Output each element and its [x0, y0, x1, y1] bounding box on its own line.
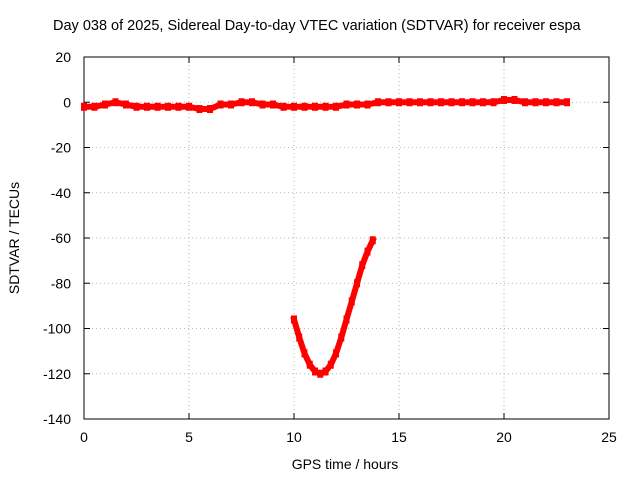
data-point-baseline: [354, 100, 360, 109]
data-point-baseline: [406, 98, 413, 107]
y-tick-label: 20: [55, 49, 71, 65]
data-point-baseline: [280, 102, 287, 111]
data-point-baseline: [532, 98, 539, 107]
data-point-baseline: [123, 100, 129, 109]
x-axis-label: GPS time / hours: [291, 456, 399, 472]
data-point-baseline: [102, 100, 108, 109]
data-point-baseline: [228, 100, 234, 109]
y-tick-label: -60: [51, 230, 71, 246]
data-point-baseline: [480, 98, 486, 107]
data-point-baseline: [144, 102, 150, 111]
x-tick-label: 0: [80, 429, 88, 445]
data-point-baseline: [133, 102, 140, 111]
data-point-baseline: [154, 102, 161, 111]
series-line-dip: [290, 236, 377, 377]
data-point-dip: [333, 349, 339, 358]
data-point-baseline: [196, 105, 203, 114]
data-point-dip: [322, 367, 329, 376]
plot-frame: [83, 56, 610, 420]
data-point-baseline: [448, 98, 455, 107]
y-tick-label: -100: [43, 321, 71, 337]
data-point-baseline: [81, 102, 87, 111]
y-tick-label: -20: [51, 140, 71, 156]
data-point-baseline: [238, 98, 245, 107]
data-point-baseline: [543, 98, 549, 107]
data-point-baseline: [396, 98, 402, 107]
data-point-baseline: [207, 105, 213, 114]
data-point-baseline: [186, 102, 192, 111]
data-point-dip: [348, 297, 355, 306]
data-point-dip: [296, 333, 303, 342]
x-tick-label: 5: [185, 429, 193, 445]
data-point-baseline: [511, 95, 518, 104]
data-point-dip: [291, 315, 297, 324]
y-tick-label: 0: [63, 94, 71, 110]
data-point-baseline: [259, 100, 266, 109]
y-tick-label: -120: [43, 366, 71, 382]
data-point-dip: [343, 315, 350, 324]
data-point-baseline: [301, 102, 308, 111]
data-point-dip: [364, 247, 371, 256]
data-point-baseline: [165, 102, 171, 111]
chart-title-wrap: Day 038 of 2025, Sidereal Day-to-day VTE…: [53, 0, 640, 40]
data-point-baseline: [417, 98, 423, 107]
y-tick-label: -40: [51, 185, 71, 201]
data-point-baseline: [175, 102, 182, 111]
data-point-baseline: [249, 98, 255, 107]
data-point-baseline: [291, 102, 297, 111]
data-point-dip: [327, 360, 334, 369]
data-point-baseline: [385, 98, 392, 107]
x-tick-label: 25: [601, 429, 617, 445]
data-point-dip: [312, 367, 318, 376]
data-point-dip: [317, 369, 324, 378]
x-tick-label: 10: [286, 429, 302, 445]
data-point-baseline: [564, 98, 570, 107]
y-axis-label: SDTVAR / TECUs: [6, 181, 22, 295]
chart-title: Day 038 of 2025, Sidereal Day-to-day VTE…: [53, 18, 581, 34]
data-point-dip: [369, 236, 376, 245]
data-point-baseline: [522, 98, 528, 107]
data-point-baseline: [438, 98, 444, 107]
data-point-dip: [338, 333, 345, 342]
data-point-baseline: [427, 98, 434, 107]
x-tick-label: 15: [391, 429, 407, 445]
data-point-baseline: [91, 102, 98, 111]
data-point-baseline: [375, 98, 381, 107]
data-point-baseline: [217, 100, 224, 109]
data-point-baseline: [322, 102, 329, 111]
data-point-baseline: [270, 100, 276, 109]
data-point-dip: [359, 261, 366, 270]
data-point-dip: [301, 349, 308, 358]
data-point-dip: [354, 279, 360, 288]
data-point-baseline: [112, 98, 119, 107]
data-point-baseline: [553, 98, 560, 107]
data-point-baseline: [490, 98, 497, 107]
data-point-baseline: [364, 100, 371, 109]
data-point-baseline: [312, 102, 318, 111]
data-point-baseline: [459, 98, 465, 107]
data-point-baseline: [343, 100, 350, 109]
data-point-baseline: [333, 102, 339, 111]
y-tick-label: -140: [43, 411, 71, 427]
data-point-dip: [306, 360, 313, 369]
data-point-baseline: [469, 98, 476, 107]
y-tick-label: -80: [51, 275, 71, 291]
x-tick-label: 20: [496, 429, 512, 445]
data-point-baseline: [501, 95, 507, 104]
